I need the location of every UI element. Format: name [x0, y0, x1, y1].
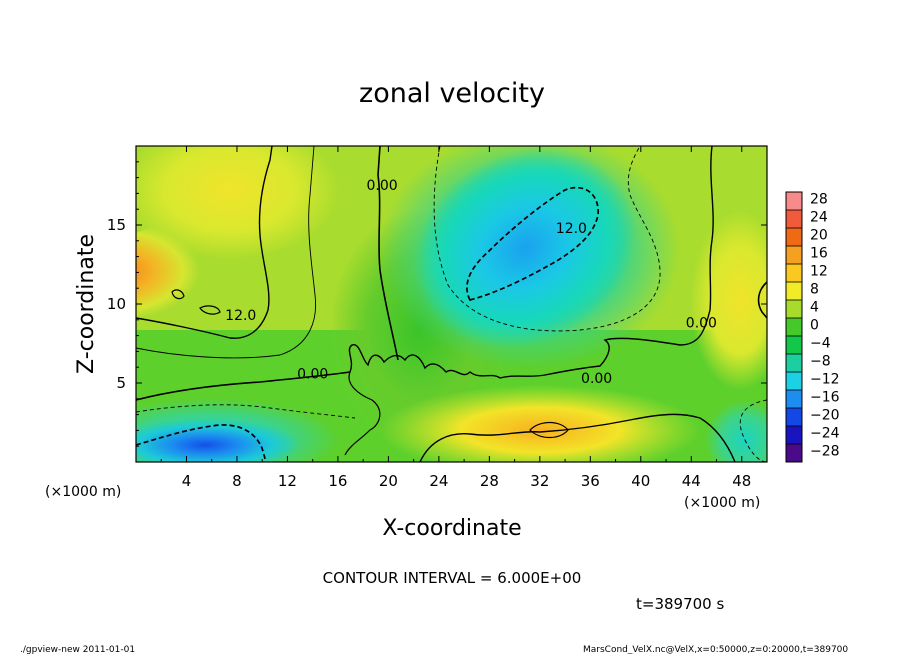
colorbar-swatch [786, 300, 802, 319]
contour-label: 12.0 [556, 221, 587, 237]
x-scale-label-right: (×1000 m) [684, 495, 760, 511]
contour-right-solid [757, 281, 767, 319]
x-scale-label-left: (×1000 m) [45, 484, 121, 500]
x-tick-label: 48 [732, 472, 751, 490]
contour-0-bottom [419, 413, 736, 462]
colorbar-label: −12 [810, 371, 840, 387]
colorbar-label: 0 [810, 317, 819, 333]
velocity-field: 12.0 0.00 12.0 0.00 0.00 0.00 [136, 146, 767, 462]
contour-label: 12.0 [225, 308, 256, 324]
contour-label: 0.00 [581, 371, 612, 387]
field-bottom-right-cyan [705, 400, 767, 462]
footer-left: ./gpview-new 2011-01-01 [20, 645, 135, 654]
x-tick-label: 20 [379, 472, 398, 490]
colorbar-label: 28 [810, 191, 828, 207]
contour-bottom-mid-solid [529, 421, 569, 439]
colorbar-swatch [786, 246, 802, 265]
colorbar-swatch [786, 192, 802, 211]
colorbar-swatch [786, 264, 802, 283]
contour-12-warm-inner [171, 289, 185, 300]
x-tick-label: 36 [581, 472, 600, 490]
x-tick-label: 44 [682, 472, 701, 490]
colorbar-label: 4 [810, 299, 819, 315]
y-tick-label: 5 [116, 374, 126, 392]
colorbar-swatch [786, 354, 802, 373]
colorbar-label: −28 [810, 443, 840, 459]
colorbar-frame [785, 191, 803, 463]
colorbar-swatch [786, 390, 802, 409]
contour-neg6-lower [136, 404, 356, 419]
colorbar-swatch [786, 408, 802, 427]
contour-neg6-outer [433, 146, 661, 332]
contour-neg6-right [739, 399, 767, 462]
time-text: t=389700 s [636, 595, 724, 613]
y-tick-label: 15 [107, 216, 126, 234]
colorbar-label: −4 [810, 335, 831, 351]
x-tick-label: 4 [182, 472, 192, 490]
contour-label: 0.00 [686, 316, 717, 332]
contour-label: 0.00 [367, 178, 398, 194]
x-tick-label: 16 [328, 472, 347, 490]
contour-0-lower-wiggle [344, 371, 381, 456]
colorbar-label: −8 [810, 353, 831, 369]
colorbar-swatch [786, 318, 802, 337]
contour-interval-text: CONTOUR INTERVAL = 6.000E+00 [323, 569, 582, 587]
colorbar-swatch [786, 210, 802, 229]
colorbar-label: −16 [810, 389, 840, 405]
colorbar-swatch [786, 426, 802, 445]
x-tick-label: 12 [278, 472, 297, 490]
field-warm-blob [136, 222, 320, 362]
colorbar-swatch [786, 444, 802, 463]
x-tick-label: 24 [429, 472, 448, 490]
contour-lines [136, 146, 767, 462]
contour-0-broken [348, 146, 714, 379]
colorbar-swatch [786, 372, 802, 391]
footer-right: MarsCond_VelX.nc@VelX,x=0:50000,z=0:2000… [583, 645, 848, 654]
colorbar-label: −24 [810, 425, 840, 441]
y-axis-title: Z-coordinate [74, 234, 99, 374]
x-tick-label: 32 [530, 472, 549, 490]
colorbar-swatch [786, 282, 802, 301]
colorbar-swatch [786, 228, 802, 247]
field-right-yellow [690, 210, 767, 390]
contour-12-left [136, 146, 273, 339]
contour-label: 0.00 [297, 366, 328, 382]
contour-6-left [136, 146, 317, 359]
contour-0-vertical [377, 146, 399, 361]
contour-12-warm-inner-2 [199, 305, 221, 315]
colorbar-label: 16 [810, 245, 828, 261]
contour-labels: 12.0 0.00 12.0 0.00 0.00 0.00 [225, 178, 717, 387]
x-axis-ticks: 4 8 12 16 20 24 28 32 36 40 44 48 [160, 146, 751, 490]
colorbar-label: 12 [810, 263, 828, 279]
colorbar: 28 24 20 16 12 8 4 0 −4 −8 −12 −16 −20 −24 −28 [785, 191, 840, 463]
y-tick-label: 10 [107, 295, 126, 313]
field-bottom-left-blue [136, 419, 300, 462]
chart-title: zonal velocity [359, 78, 545, 109]
x-tick-label: 28 [480, 472, 499, 490]
x-tick-label: 40 [631, 472, 650, 490]
x-axis-title: X-coordinate [382, 516, 521, 541]
colorbar-swatch [786, 336, 802, 355]
colorbar-label: −20 [810, 407, 840, 423]
contour-0-lower-left [136, 371, 351, 401]
colorbar-label: 20 [810, 227, 828, 243]
y-axis-ticks: 5 10 15 [107, 161, 767, 447]
colorbar-label: 8 [810, 281, 819, 297]
colorbar-label: 24 [810, 209, 828, 225]
x-tick-label: 8 [232, 472, 242, 490]
